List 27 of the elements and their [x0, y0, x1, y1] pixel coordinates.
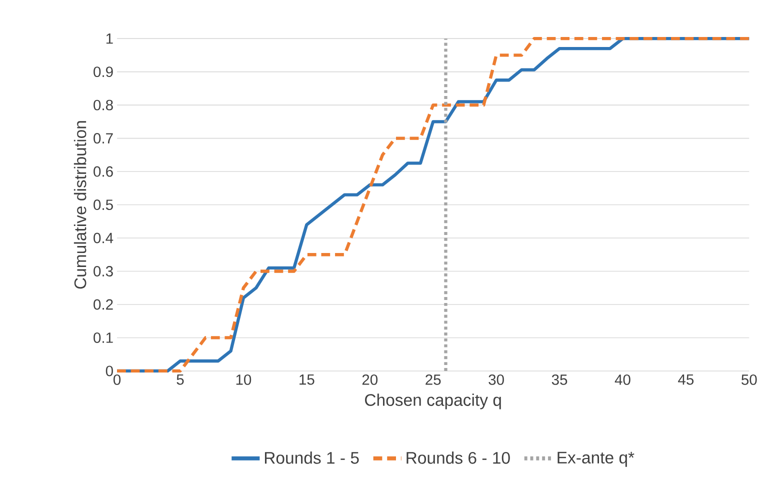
y-tick-label: 0.7: [94, 133, 113, 144]
y-tick-label: 0.8: [94, 100, 113, 110]
y-tick-label: 0.4: [94, 232, 114, 244]
x-tick-label: 10: [236, 374, 252, 386]
x-tick-label: 35: [552, 374, 568, 386]
x-tick-label: 0: [113, 374, 121, 386]
y-tick-label: 0.2: [94, 299, 113, 310]
legend-label: Rounds 1 - 5: [264, 452, 359, 464]
x-tick-label: 40: [614, 374, 630, 386]
y-tick-label: 0.9: [94, 66, 113, 78]
y-axis-title: Cumulative distribution: [74, 121, 86, 289]
y-tick-label: 0.3: [94, 266, 113, 277]
x-tick-label: 45: [678, 374, 694, 385]
x-tick-label: 15: [300, 374, 314, 385]
legend-label: Ex-ante q*: [558, 452, 634, 468]
y-tick-label: 0.6: [94, 166, 113, 177]
x-axis-title: Chosen capacity q: [365, 394, 501, 410]
x-tick-label: 25: [426, 374, 441, 386]
x-tick-label: 5: [176, 374, 184, 385]
legend-label: Rounds 6 - 10: [406, 452, 510, 464]
y-tick-label: 0.5: [94, 200, 113, 210]
y-tick-label: 0.1: [94, 332, 113, 344]
x-tick-label: 30: [488, 374, 504, 386]
x-tick-label: 50: [742, 374, 757, 386]
y-tick-label: 1: [106, 34, 113, 44]
y-tick-label: 0: [106, 366, 113, 376]
x-tick-label: 20: [362, 374, 378, 386]
